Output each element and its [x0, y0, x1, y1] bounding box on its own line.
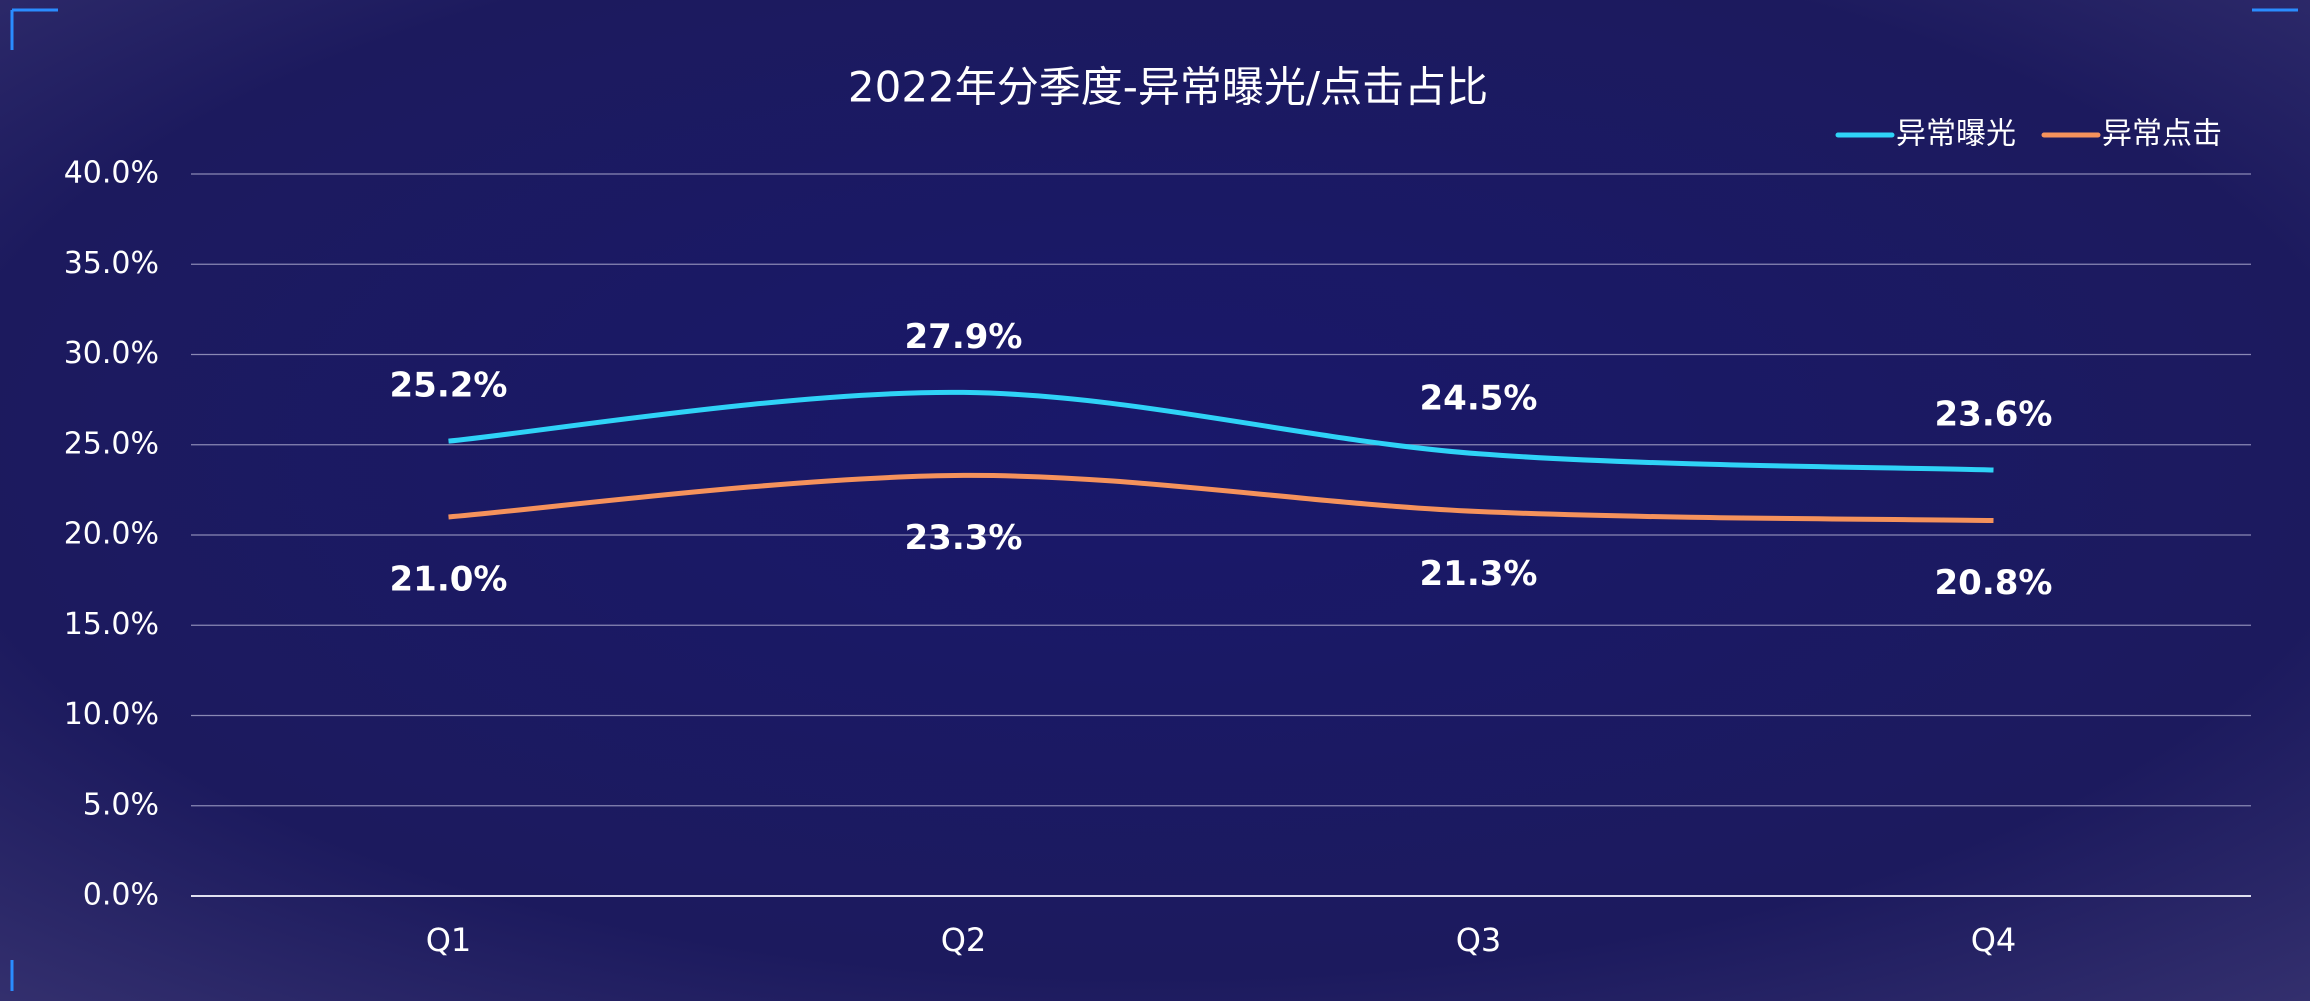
- y-tick-label: 20.0%: [64, 517, 159, 552]
- y-tick-label: 5.0%: [83, 787, 159, 822]
- data-label: 27.9%: [905, 317, 1023, 357]
- legend-label: 异常点击: [2102, 117, 2222, 152]
- data-label: 20.8%: [1935, 563, 2053, 603]
- y-tick-label: 10.0%: [64, 697, 159, 732]
- y-tick-label: 40.0%: [64, 156, 159, 191]
- corner-marks: [10, 8, 2298, 991]
- line: [448, 472, 1994, 524]
- y-tick-label: 25.0%: [64, 426, 159, 461]
- data-label: 23.6%: [1935, 395, 2053, 435]
- x-tick-label: Q4: [1971, 921, 2017, 959]
- y-tick-label: 0.0%: [83, 878, 159, 913]
- y-tick-label: 35.0%: [64, 246, 159, 281]
- x-tick-label: Q2: [941, 921, 987, 959]
- line: [448, 389, 1994, 473]
- data-label: 24.5%: [1420, 378, 1538, 418]
- y-tick-label: 30.0%: [64, 336, 159, 371]
- data-label: 21.3%: [1420, 554, 1538, 594]
- legend-label: 异常曝光: [1896, 117, 2016, 152]
- chart-title: 2022年分季度-异常曝光/点击占比: [848, 63, 1488, 112]
- y-tick-label: 15.0%: [64, 607, 159, 642]
- data-label: 25.2%: [390, 366, 508, 406]
- x-tick-label: Q3: [1456, 921, 1502, 959]
- data-label: 23.3%: [905, 518, 1023, 558]
- x-tick-label: Q1: [426, 921, 472, 959]
- data-label: 21.0%: [390, 559, 508, 599]
